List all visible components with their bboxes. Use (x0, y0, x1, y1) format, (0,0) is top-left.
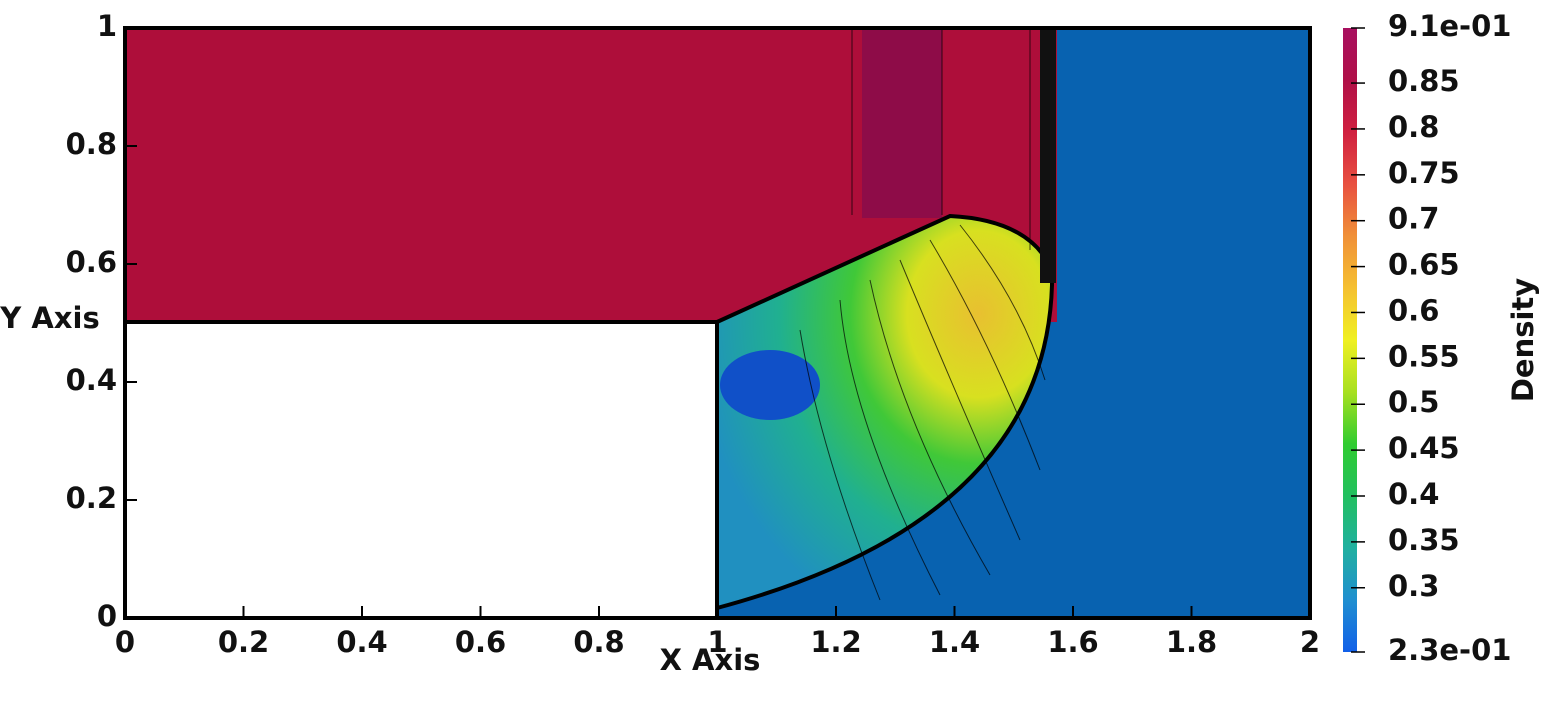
vortex-core (720, 350, 820, 420)
colorbar-tick-label: 0.55 (1388, 339, 1460, 373)
colorbar-tick-label: 9.1e-01 (1388, 9, 1511, 43)
x-tick-label: 1.4 (929, 625, 980, 659)
x-tick-label: 0.4 (336, 625, 387, 659)
colorbar-tick-label: 0.6 (1388, 293, 1439, 327)
x-tick-label: 0.8 (573, 625, 624, 659)
colorbar-tick-label: 0.7 (1388, 202, 1439, 236)
colorbar-tick-label: 0.85 (1388, 64, 1460, 98)
x-tick-label: 2 (1300, 625, 1320, 659)
y-tick-label: 0 (97, 599, 117, 633)
x-tick-label: 0.2 (218, 625, 269, 659)
x-tick-label: 1 (707, 625, 727, 659)
x-axis-label: X Axis (660, 643, 761, 677)
x-tick-label: 0 (115, 625, 135, 659)
x-tick-label: 1.2 (810, 625, 861, 659)
y-tick-label: 1 (97, 9, 117, 43)
x-tick-label: 0.6 (455, 625, 506, 659)
step-obstacle (123, 320, 719, 620)
x-tick-label: 1.8 (1166, 625, 1217, 659)
y-tick-label: 0.2 (66, 481, 117, 515)
field (123, 26, 1312, 620)
colorbar-tick-label: 0.8 (1388, 110, 1439, 144)
colorbar-tick-label: 0.45 (1388, 431, 1460, 465)
colorbar-tick-label: 0.4 (1388, 477, 1439, 511)
colorbar-tick-label: 0.3 (1388, 569, 1439, 603)
expansion-bubble (715, 213, 1054, 611)
x-tick-label: 1.6 (1047, 625, 1098, 659)
y-tick-label: 0.8 (66, 127, 117, 161)
shock-front (1040, 28, 1056, 283)
dense-band (862, 28, 942, 218)
contour-lines (799, 30, 1046, 601)
y-axis-label: Y Axis (0, 301, 100, 335)
y-tick-label: 0.4 (66, 363, 117, 397)
colorbar-tick-label: 2.3e-01 (1388, 633, 1511, 667)
colorbar-title: Density (1506, 278, 1540, 402)
colorbar-tick-label: 0.75 (1388, 156, 1460, 190)
y-tick-label: 0.6 (66, 245, 117, 279)
colorbar-tick-label: 0.35 (1388, 523, 1460, 557)
colorbar-tick-label: 0.65 (1388, 248, 1460, 282)
colorbar-tick-label: 0.5 (1388, 385, 1439, 419)
colorbar (1343, 28, 1357, 652)
